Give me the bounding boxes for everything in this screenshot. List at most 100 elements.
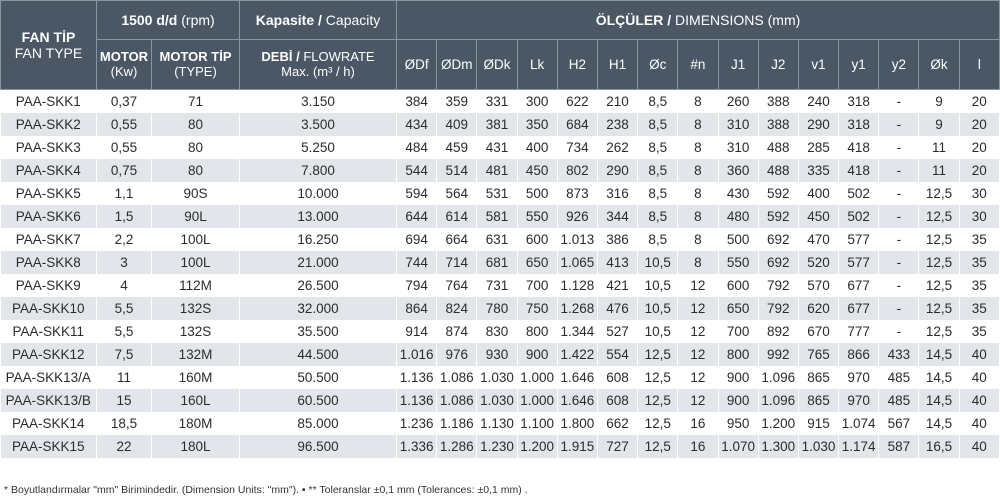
dimension-cell: 8,5 bbox=[637, 159, 679, 182]
dimension-cell: 12,5 bbox=[637, 366, 679, 389]
fan-type-cell: PAA-SKK12 bbox=[0, 343, 97, 366]
dimension-cell: 262 bbox=[597, 136, 639, 159]
dimension-cell: 1.070 bbox=[718, 435, 759, 458]
dimension-cell: 694 bbox=[396, 228, 438, 251]
dimension-cell: 600 bbox=[517, 228, 558, 251]
motor-kw-cell: 4 bbox=[96, 274, 152, 297]
dimension-cell: 1.086 bbox=[436, 366, 478, 389]
dimension-cell: 488 bbox=[758, 159, 799, 182]
dimension-cell: 577 bbox=[838, 228, 880, 251]
dimension-cell: 914 bbox=[396, 320, 438, 343]
flowrate-cell: 35.500 bbox=[239, 320, 398, 343]
dimension-cell: 360 bbox=[718, 159, 759, 182]
fan-type-header-tr: FAN TİP bbox=[21, 28, 76, 45]
fan-spec-table: FAN TİP FAN TYPE 1500 d/d (rpm) Kapasite… bbox=[0, 0, 1000, 458]
dimension-cell: 502 bbox=[838, 182, 880, 205]
dimension-cell: 12,5 bbox=[918, 182, 960, 205]
motor-type-cell: 80 bbox=[151, 113, 241, 136]
dimension-cell: 777 bbox=[838, 320, 880, 343]
dimension-cell: - bbox=[878, 159, 920, 182]
dimension-cell: 413 bbox=[597, 251, 639, 274]
dimension-cell: 1.016 bbox=[396, 343, 438, 366]
table-row: PAA-SKK13/B 15 160L 60.500 1.136 1.086 1.030 1.… bbox=[0, 389, 1000, 412]
dimension-cell: 684 bbox=[557, 113, 598, 136]
dimension-cell: 400 bbox=[517, 136, 558, 159]
dimension-cell: 30 bbox=[959, 205, 1000, 228]
flowrate-cell: 60.500 bbox=[239, 389, 398, 412]
dimension-cell: 12,5 bbox=[918, 251, 960, 274]
dimension-cell: 567 bbox=[878, 412, 920, 435]
motor-type-cell: 80 bbox=[151, 159, 241, 182]
motor-kw-cell: 0,55 bbox=[96, 113, 152, 136]
capacity-group-bold: Kapasite / bbox=[255, 11, 322, 28]
dimension-cell: 1.013 bbox=[557, 228, 598, 251]
dimension-header: Øc bbox=[637, 39, 679, 90]
dimension-cell: 316 bbox=[597, 182, 639, 205]
dimension-cell: 550 bbox=[718, 251, 759, 274]
dimension-header: H1 bbox=[596, 39, 639, 90]
rpm-group-header: 1500 d/d (rpm) bbox=[95, 0, 241, 40]
fan-type-cell: PAA-SKK7 bbox=[0, 228, 97, 251]
dimension-cell: 608 bbox=[597, 366, 639, 389]
dimension-cell: 359 bbox=[436, 89, 478, 113]
dimension-cell: 1.030 bbox=[798, 435, 840, 458]
dimension-cell: - bbox=[878, 182, 920, 205]
table-row: PAA-SKK11 5,5 132S 35.500 914 874 830 800 1.344 5… bbox=[0, 320, 1000, 343]
dimension-cell: 750 bbox=[517, 297, 558, 320]
motor-type-cell: 100L bbox=[151, 228, 241, 251]
dimension-cell: 8 bbox=[677, 136, 719, 159]
flowrate-cell: 7.800 bbox=[239, 159, 398, 182]
dimension-cell: 802 bbox=[557, 159, 598, 182]
dimension-cell: 12,5 bbox=[918, 228, 960, 251]
dimension-cell: 300 bbox=[517, 89, 558, 113]
dimension-cell: 915 bbox=[798, 412, 840, 435]
dimension-cell: 692 bbox=[758, 251, 799, 274]
dimension-cell: 662 bbox=[597, 412, 639, 435]
flowrate-cell: 13.000 bbox=[239, 205, 398, 228]
dimension-cell: 865 bbox=[798, 389, 840, 412]
dimension-cell: 381 bbox=[476, 113, 518, 136]
dimension-cell: - bbox=[878, 297, 920, 320]
dimension-cell: 900 bbox=[718, 389, 759, 412]
dimension-cell: 388 bbox=[758, 113, 799, 136]
dimension-cell: 484 bbox=[396, 136, 438, 159]
flowrate-cell: 44.500 bbox=[239, 343, 398, 366]
dimension-cell: 8,5 bbox=[637, 136, 679, 159]
flowrate-cell: 5.250 bbox=[239, 136, 398, 159]
dimension-cell: 514 bbox=[436, 159, 478, 182]
dimension-cell: 1.030 bbox=[476, 389, 518, 412]
flowrate-header: DEBİ / FLOWRATE Max. (m³ / h) bbox=[239, 39, 398, 90]
dimension-cell: 1.230 bbox=[476, 435, 518, 458]
dimension-cell: 14,5 bbox=[918, 389, 960, 412]
motor-type-cell: 180L bbox=[151, 435, 241, 458]
dimension-cell: 765 bbox=[798, 343, 840, 366]
dimension-cell: 35 bbox=[959, 251, 1000, 274]
footnote-tolerance: ** Toleranslar ±0,1 mm (Tolerances: ±0,1… bbox=[308, 484, 528, 496]
flowrate-cell: 50.500 bbox=[239, 366, 398, 389]
flowrate-cell: 85.000 bbox=[239, 412, 398, 435]
motor-type-header-unit: (TYPE) bbox=[174, 63, 217, 79]
fan-type-cell: PAA-SKK15 bbox=[0, 435, 97, 458]
fan-type-cell: PAA-SKK10 bbox=[0, 297, 97, 320]
fan-type-header: FAN TİP FAN TYPE bbox=[0, 0, 97, 90]
dimension-cell: 520 bbox=[798, 251, 840, 274]
dimension-cell: 1.128 bbox=[557, 274, 598, 297]
dimension-cell: 600 bbox=[718, 274, 759, 297]
dimension-cell: 900 bbox=[718, 366, 759, 389]
fan-type-cell: PAA-SKK3 bbox=[0, 136, 97, 159]
motor-kw-cell: 0,55 bbox=[96, 136, 152, 159]
dimension-cell: 1.136 bbox=[396, 389, 438, 412]
fan-type-cell: PAA-SKK2 bbox=[0, 113, 97, 136]
dimension-cell: 1.915 bbox=[557, 435, 598, 458]
dimension-cell: - bbox=[878, 89, 920, 113]
dimension-cell: 830 bbox=[476, 320, 518, 343]
dimension-cell: 8,5 bbox=[637, 228, 679, 251]
dimension-cell: 459 bbox=[436, 136, 478, 159]
dimension-cell: 700 bbox=[718, 320, 759, 343]
dimension-cell: 714 bbox=[436, 251, 478, 274]
dimension-cell: - bbox=[878, 113, 920, 136]
dimension-cell: 12 bbox=[677, 274, 719, 297]
motor-type-cell: 100L bbox=[151, 251, 241, 274]
dimension-cell: 20 bbox=[959, 89, 1000, 113]
dimension-cell: 8 bbox=[677, 182, 719, 205]
